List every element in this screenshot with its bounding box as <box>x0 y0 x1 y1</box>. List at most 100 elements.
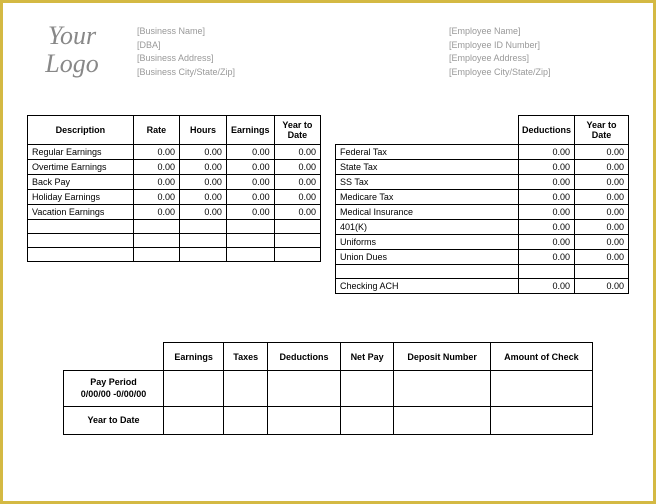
cell <box>394 371 490 407</box>
deductions-table-wrap: Deductions Year to Date Federal Tax0.000… <box>335 115 629 294</box>
cell-amt: 0.00 <box>518 279 574 294</box>
cell-amt: 0.00 <box>518 250 574 265</box>
summary-wrap: Earnings Taxes Deductions Net Pay Deposi… <box>27 342 629 435</box>
cell-ytd: 0.00 <box>575 190 629 205</box>
blank-corner <box>64 343 164 371</box>
cell <box>268 407 340 435</box>
logo: Your Logo <box>27 21 117 79</box>
cell <box>224 407 268 435</box>
mid-section: Description Rate Hours Earnings Year to … <box>27 115 629 294</box>
cell-rate: 0.00 <box>133 190 179 205</box>
cell-ytd: 0.00 <box>575 235 629 250</box>
cell-hours: 0.00 <box>180 175 227 190</box>
cell-label: Union Dues <box>336 250 519 265</box>
cell-label: Overtime Earnings <box>28 160 134 175</box>
table-row <box>336 265 629 279</box>
cell-hours: 0.00 <box>180 160 227 175</box>
cell-ytd: 0.00 <box>575 175 629 190</box>
cell-ytd: 0.00 <box>575 205 629 220</box>
cell-label: 401(K) <box>336 220 519 235</box>
col-hours: Hours <box>180 116 227 145</box>
employee-address: [Employee Address] <box>449 52 629 66</box>
cell <box>340 371 394 407</box>
table-row <box>28 234 321 248</box>
cell-ytd: 0.00 <box>274 205 320 220</box>
col-deductions: Deductions <box>518 116 574 145</box>
cell-label: Back Pay <box>28 175 134 190</box>
table-row: Regular Earnings0.000.000.000.00 <box>28 145 321 160</box>
table-row: 401(K)0.000.00 <box>336 220 629 235</box>
earnings-header-row: Description Rate Hours Earnings Year to … <box>28 116 321 145</box>
cell-label: Holiday Earnings <box>28 190 134 205</box>
cell-earn: 0.00 <box>226 160 274 175</box>
cell-ytd: 0.00 <box>575 160 629 175</box>
cell-earn: 0.00 <box>226 145 274 160</box>
table-row: Union Dues0.000.00 <box>336 250 629 265</box>
cell-amt: 0.00 <box>518 160 574 175</box>
cell <box>164 371 224 407</box>
col-sum-netpay: Net Pay <box>340 343 394 371</box>
table-row: Back Pay0.000.000.000.00 <box>28 175 321 190</box>
cell-hours: 0.00 <box>180 205 227 220</box>
employee-csz: [Employee City/State/Zip] <box>449 66 629 80</box>
cell-ytd: 0.00 <box>575 250 629 265</box>
cell-label: SS Tax <box>336 175 519 190</box>
row-header: Year to Date <box>64 407 164 435</box>
cell-rate: 0.00 <box>133 160 179 175</box>
table-row: Medicare Tax0.000.00 <box>336 190 629 205</box>
table-row: Checking ACH0.000.00 <box>336 279 629 294</box>
col-ytd: Year to Date <box>274 116 320 145</box>
cell-ytd: 0.00 <box>274 145 320 160</box>
cell <box>224 371 268 407</box>
cell-amt: 0.00 <box>518 190 574 205</box>
cell-ytd: 0.00 <box>274 190 320 205</box>
cell-rate: 0.00 <box>133 175 179 190</box>
logo-line1: Your <box>48 23 96 49</box>
deductions-header-row: Deductions Year to Date <box>336 116 629 145</box>
cell-ytd: 0.00 <box>575 145 629 160</box>
table-row <box>28 220 321 234</box>
cell-label: Checking ACH <box>336 279 519 294</box>
col-description: Description <box>28 116 134 145</box>
cell <box>490 407 592 435</box>
table-row: State Tax0.000.00 <box>336 160 629 175</box>
table-row: Federal Tax0.000.00 <box>336 145 629 160</box>
col-earnings: Earnings <box>226 116 274 145</box>
cell-label: Medical Insurance <box>336 205 519 220</box>
table-row <box>28 248 321 262</box>
table-row: Holiday Earnings0.000.000.000.00 <box>28 190 321 205</box>
deductions-table: Deductions Year to Date Federal Tax0.000… <box>335 115 629 294</box>
col-ded-ytd: Year to Date <box>575 116 629 145</box>
table-row: Pay Period0/00/00 -0/00/00 <box>64 371 593 407</box>
col-sum-amount: Amount of Check <box>490 343 592 371</box>
cell-earn: 0.00 <box>226 175 274 190</box>
cell-ytd: 0.00 <box>575 279 629 294</box>
cell <box>164 407 224 435</box>
table-row: Overtime Earnings0.000.000.000.00 <box>28 160 321 175</box>
col-sum-deposit: Deposit Number <box>394 343 490 371</box>
cell-earn: 0.00 <box>226 190 274 205</box>
cell-label: Medicare Tax <box>336 190 519 205</box>
logo-line2: Logo <box>45 51 98 77</box>
cell <box>340 407 394 435</box>
cell-amt: 0.00 <box>518 145 574 160</box>
cell-rate: 0.00 <box>133 205 179 220</box>
cell-rate: 0.00 <box>133 145 179 160</box>
cell-label: Uniforms <box>336 235 519 250</box>
paystub-page: Your Logo [Business Name] [DBA] [Busines… <box>0 0 656 504</box>
blank-header <box>336 116 519 145</box>
business-address: [Business Address] <box>137 52 429 66</box>
col-sum-deductions: Deductions <box>268 343 340 371</box>
table-row: Medical Insurance0.000.00 <box>336 205 629 220</box>
cell-amt: 0.00 <box>518 235 574 250</box>
cell-hours: 0.00 <box>180 145 227 160</box>
employee-id: [Employee ID Number] <box>449 39 629 53</box>
cell-label: Regular Earnings <box>28 145 134 160</box>
table-row: SS Tax0.000.00 <box>336 175 629 190</box>
cell-label: State Tax <box>336 160 519 175</box>
header: Your Logo [Business Name] [DBA] [Busines… <box>27 21 629 79</box>
cell <box>490 371 592 407</box>
cell-amt: 0.00 <box>518 175 574 190</box>
employee-name: [Employee Name] <box>449 25 629 39</box>
business-name: [Business Name] <box>137 25 429 39</box>
